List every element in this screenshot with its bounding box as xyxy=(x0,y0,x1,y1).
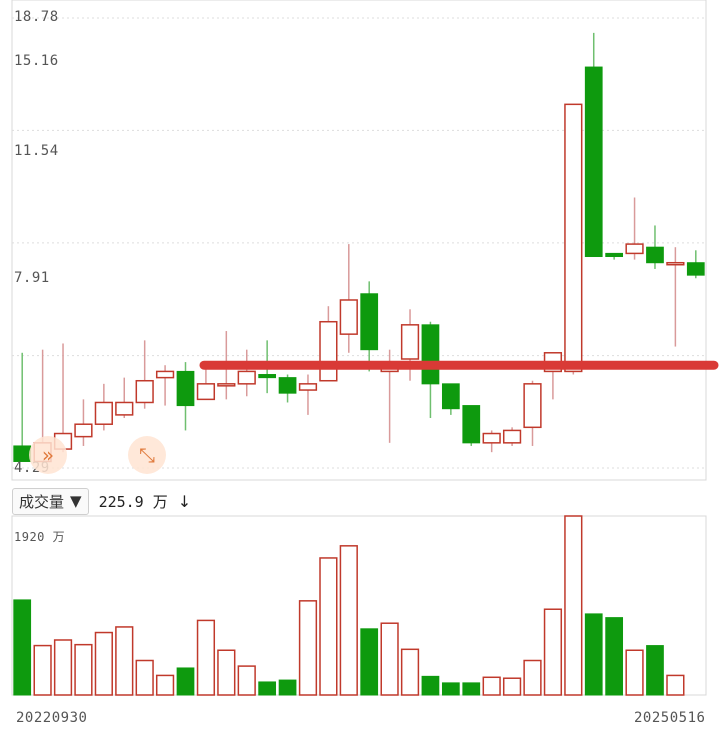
x-end-label: 20250516 xyxy=(634,710,706,726)
volume-bar-up xyxy=(339,545,358,696)
expand-icon[interactable]: ⤡ xyxy=(128,436,166,474)
volume-bar-up xyxy=(74,643,93,696)
down-arrow-icon: ↓ xyxy=(177,491,192,511)
volume-bar-up xyxy=(217,649,236,696)
volume-max-label: 1920 万 xyxy=(14,530,66,544)
volume-bar-up xyxy=(666,674,685,696)
volume-bar-up xyxy=(94,631,113,696)
candle-body-up xyxy=(115,401,134,416)
indicator-selector[interactable]: 成交量 ▼ xyxy=(12,487,89,515)
candle-body-down xyxy=(176,370,195,407)
candle-body-down xyxy=(441,383,460,410)
volume-bar-down xyxy=(360,628,379,696)
candle-body-up xyxy=(217,383,236,387)
volume-bar-up xyxy=(237,665,256,696)
volume-bar-down xyxy=(441,682,460,696)
volume-bar-up xyxy=(564,515,583,696)
candle-body-up xyxy=(482,432,501,444)
volume-bar-up xyxy=(53,639,73,696)
candle-body-up xyxy=(400,324,420,360)
volume-bar-up xyxy=(155,674,175,696)
indicator-selector-label: 成交量 xyxy=(19,492,65,511)
volume-bar-down xyxy=(462,682,481,696)
candle-body-down xyxy=(605,252,624,258)
candle-body-up xyxy=(564,103,583,373)
volume-bar-up xyxy=(502,677,522,696)
candle-body-down xyxy=(258,374,277,379)
candle-body-up xyxy=(237,370,256,385)
volume-bar-down xyxy=(421,675,440,696)
volume-value: 225.9 万 xyxy=(98,492,168,511)
candle-body-up xyxy=(135,379,154,404)
volume-bar-up xyxy=(523,659,542,696)
volume-bar-up xyxy=(482,676,501,696)
candle-body-up xyxy=(666,261,685,266)
volume-bar-down xyxy=(13,599,32,696)
y-tick-label-max: 18.78 xyxy=(14,9,59,25)
candle-body-down xyxy=(686,262,705,276)
candle-body-up xyxy=(625,243,644,255)
candle-body-up xyxy=(319,320,338,382)
volume-toolbar: 成交量 ▼ 225.9 万 ↓ xyxy=(12,487,192,515)
candle-body-down xyxy=(584,66,603,258)
volume-bar-down xyxy=(278,679,297,696)
candle-body-up xyxy=(74,423,93,438)
volume-bar-up xyxy=(319,557,338,696)
candle-body-up xyxy=(94,401,113,425)
chevron-down-icon: ▼ xyxy=(70,492,82,510)
candle-body-up xyxy=(196,383,216,401)
price-panel-frame xyxy=(11,0,707,481)
fast-forward-icon[interactable]: » xyxy=(29,436,67,474)
candle-body-up xyxy=(298,383,318,391)
volume-bar-up xyxy=(135,659,154,696)
volume-bar-down xyxy=(646,645,664,696)
volume-bar-down xyxy=(258,681,277,696)
y-tick-label: 15.16 xyxy=(14,53,59,69)
candle-body-up xyxy=(155,370,175,379)
candle-body-down xyxy=(462,405,481,444)
volume-bar-up xyxy=(543,608,563,696)
volume-bar-down xyxy=(605,617,624,696)
y-tick-label: 7.91 xyxy=(14,270,50,286)
volume-bar-up xyxy=(625,649,644,696)
volume-bar-up xyxy=(380,622,399,696)
volume-bar-up xyxy=(298,600,318,696)
candle-body-down xyxy=(646,246,664,264)
volume-bar-up xyxy=(400,648,420,696)
candle-body-up xyxy=(502,429,522,444)
candle-body-down xyxy=(360,293,379,351)
candle-body-up xyxy=(339,299,358,335)
volume-bar-up xyxy=(196,619,216,696)
x-start-label: 20220930 xyxy=(16,710,88,726)
candle-body-up xyxy=(523,383,542,429)
volume-bar-down xyxy=(584,613,603,696)
candle-body-down xyxy=(278,377,297,394)
volume-bar-up xyxy=(115,626,134,696)
candle-body-down xyxy=(421,324,440,385)
y-tick-label: 11.54 xyxy=(14,143,59,159)
volume-bar-down xyxy=(176,667,195,696)
volume-bar-up xyxy=(33,644,52,696)
volume-panel-frame xyxy=(11,515,707,696)
